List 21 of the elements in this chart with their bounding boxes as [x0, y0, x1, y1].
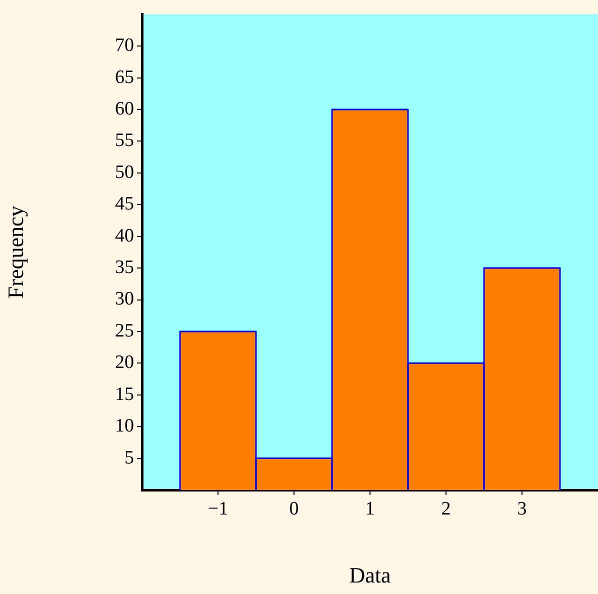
- y-tick-label: 60: [115, 98, 134, 120]
- y-tick-label: 15: [115, 384, 134, 405]
- y-tick-label: 55: [115, 130, 134, 152]
- y-tick-label: 40: [115, 225, 134, 246]
- x-tick-label: 0: [289, 498, 299, 520]
- y-tick-label: 10: [115, 416, 134, 437]
- y-tick-label: 25: [115, 320, 134, 342]
- x-axis-title: Data: [349, 562, 391, 588]
- x-tick-label: −1: [208, 498, 228, 520]
- y-tick-label: 70: [115, 35, 134, 56]
- y-tick-label: 20: [115, 352, 134, 374]
- x-tick-label: 2: [441, 498, 451, 520]
- y-tick-label: 30: [115, 288, 134, 310]
- y-tick-label: 5: [124, 447, 134, 468]
- y-tick-label: 35: [115, 257, 134, 278]
- y-tick-label: 45: [115, 194, 134, 215]
- x-tick-label: 1: [365, 498, 375, 520]
- y-tick-label: 50: [115, 162, 134, 183]
- x-tick-label: 3: [517, 498, 527, 520]
- y-axis-title: Frequency: [2, 206, 28, 299]
- y-tick-label: 65: [115, 66, 134, 88]
